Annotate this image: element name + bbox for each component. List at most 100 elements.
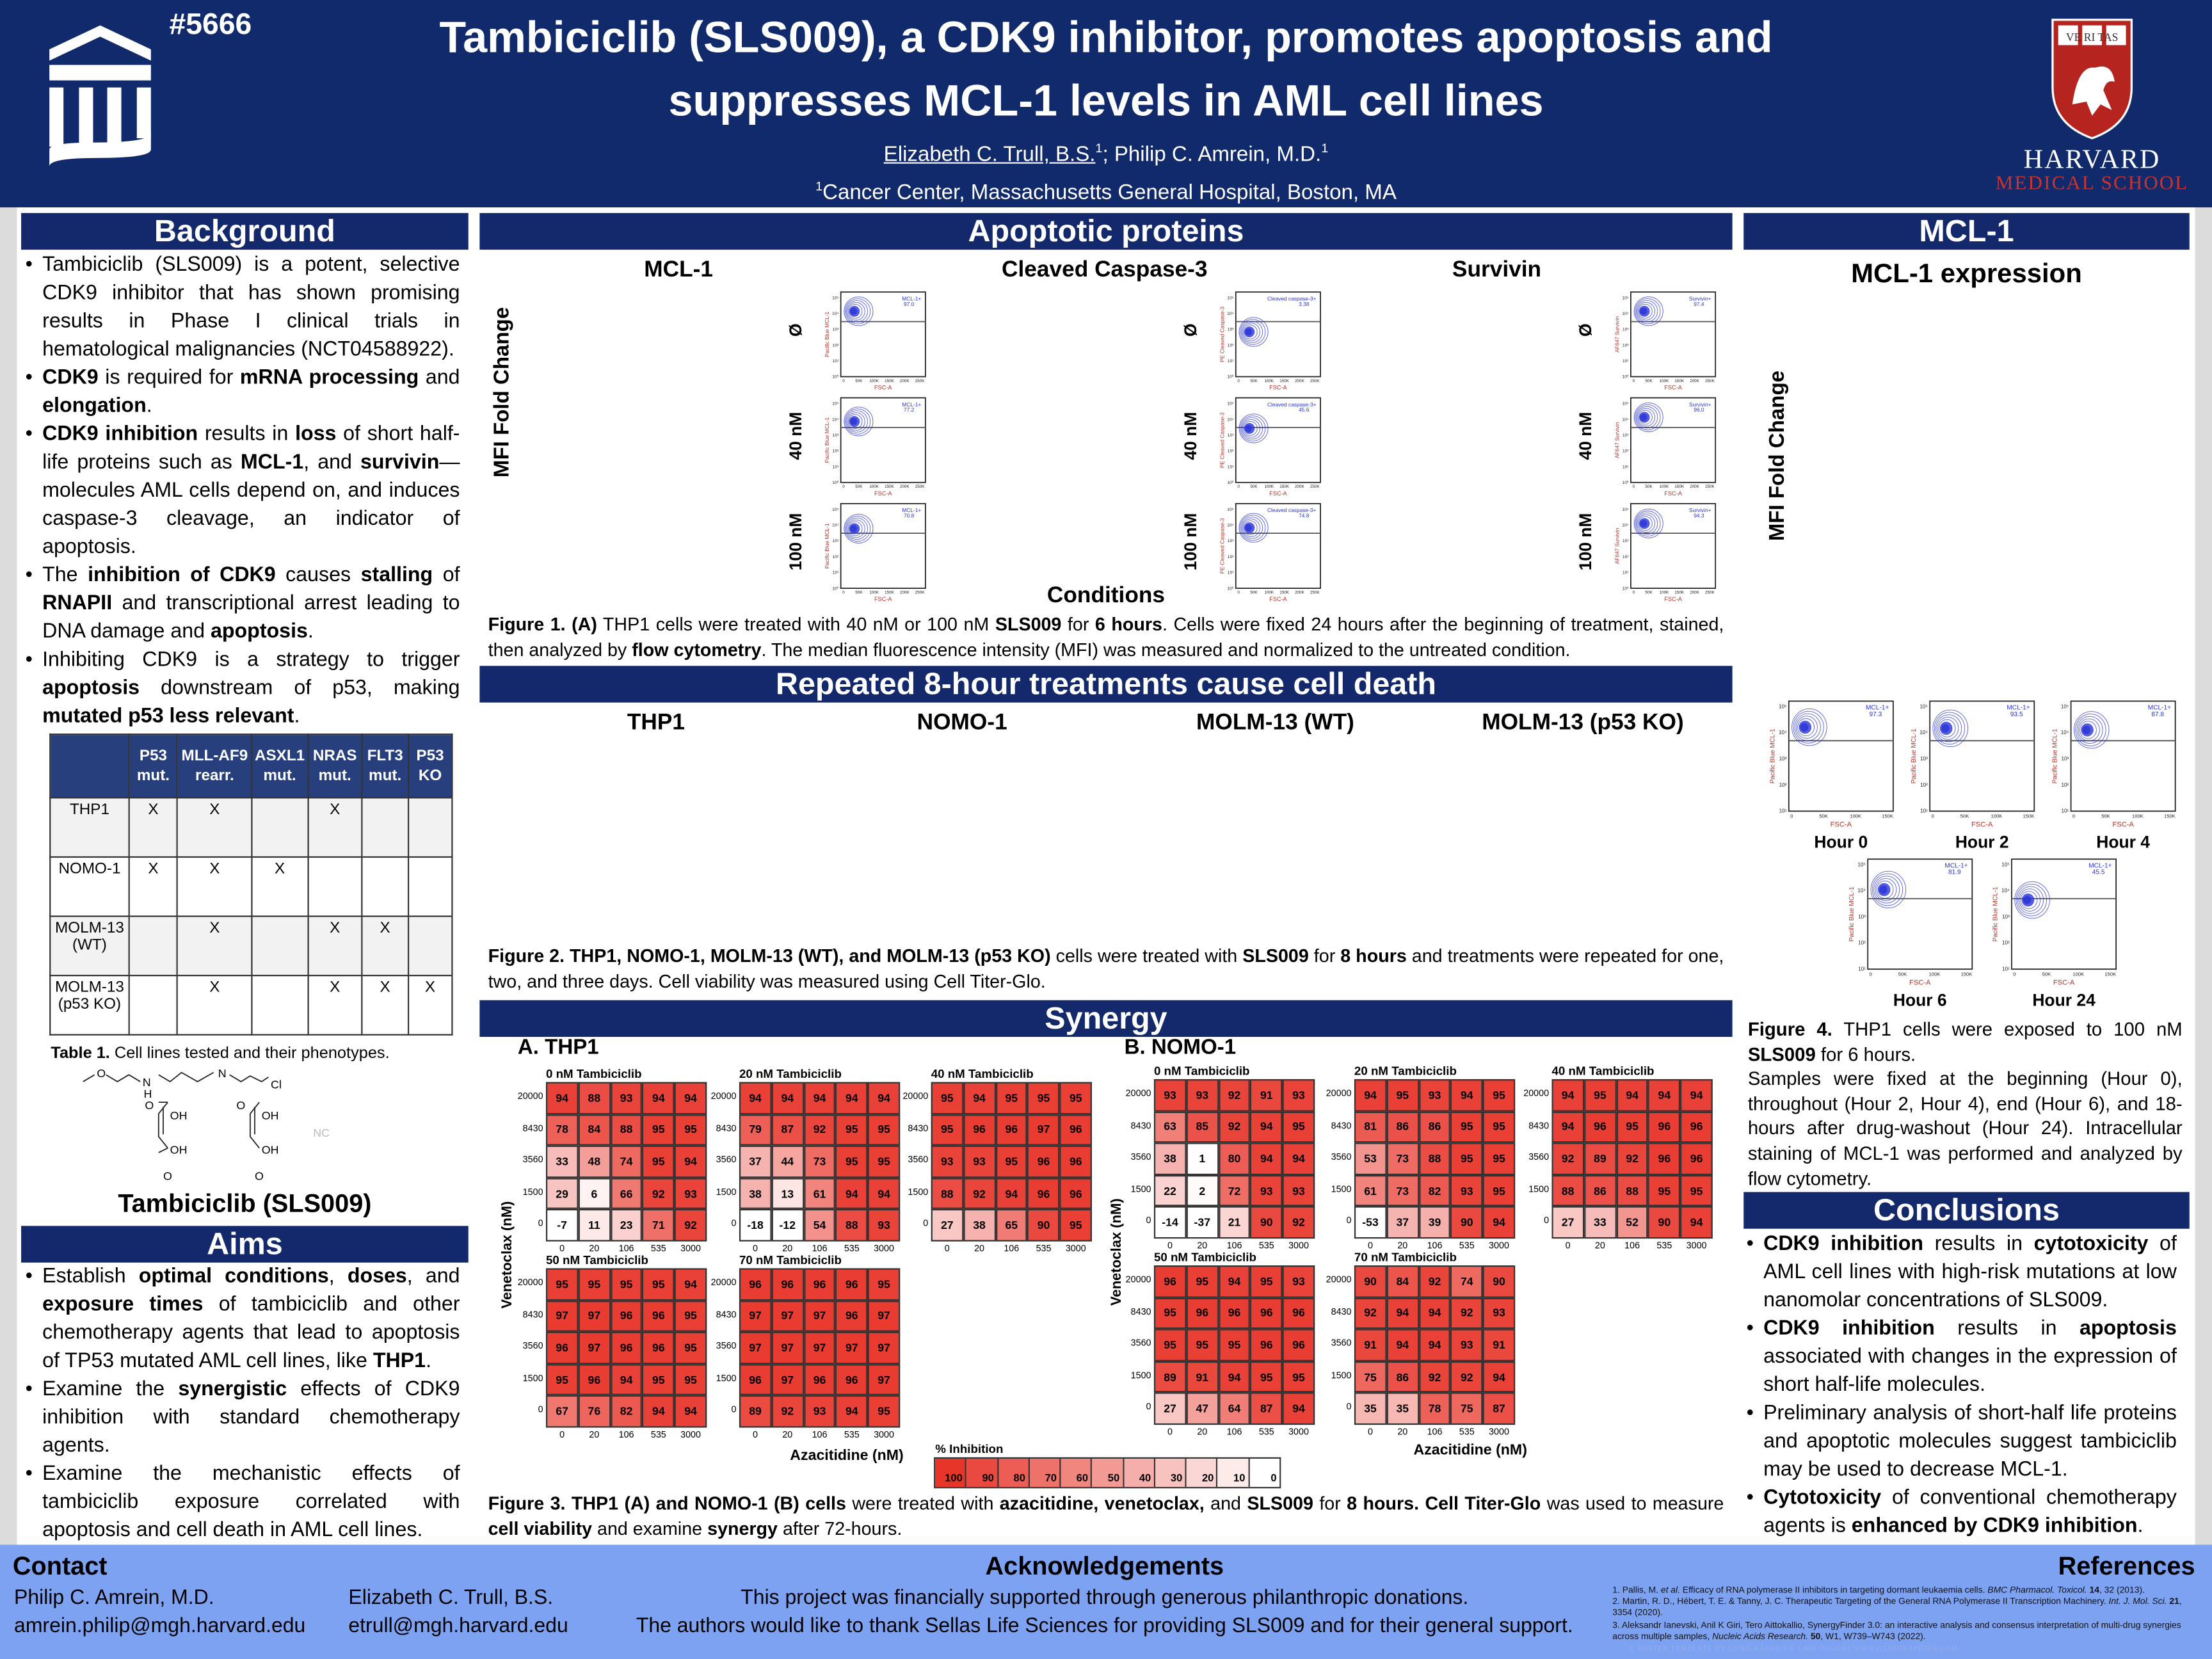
heatmap-cell: 92	[803, 1114, 836, 1146]
gate-percent: 3.38	[1299, 301, 1310, 307]
reference-item: 3. Aleksandr Ianevski, Anil K Giri, Tero…	[1612, 1621, 2191, 1644]
heatmap-y-tick: 0	[538, 1219, 543, 1230]
heatmap-cell: 61	[803, 1177, 836, 1210]
phenotype-table: P53 mut. MLL-AF9 rearr. ASXL1 mut. NRAS mut…	[49, 733, 453, 1036]
contour-cluster	[844, 406, 874, 437]
contact-email-link[interactable]: amrein.philip@mgh.harvard.edu	[14, 1614, 306, 1637]
x-tick: 200K	[1295, 590, 1304, 595]
y-tick: 10²	[1920, 782, 1928, 788]
heatmap-cell: 90	[1027, 1209, 1060, 1242]
heatmap-y-tick: 1500	[1331, 1184, 1352, 1195]
heatmap-y-tick: 8430	[522, 1123, 543, 1134]
heatmap-x-tick: 20	[589, 1430, 600, 1441]
heatmap-cell: 95	[1059, 1082, 1092, 1114]
heatmap-cell: 96	[610, 1300, 643, 1333]
heatmap-x-tick: 3000	[1489, 1241, 1509, 1252]
text-segment: SLS009	[1247, 1492, 1313, 1514]
heatmap-cell: 97	[867, 1300, 901, 1333]
heatmap-cell: 6	[578, 1177, 611, 1210]
flow-cytometry-plot: Cleaved caspase-3+45.6 10⁰ 10¹ 10² 10³ 10⁴ 10⁵…	[1219, 397, 1321, 497]
heatmap-cell: 82	[610, 1395, 643, 1428]
heatmap-x-tick: 3000	[680, 1430, 701, 1441]
heatmap-cell: 90	[1450, 1206, 1483, 1239]
legend-tick: 100	[945, 1471, 963, 1484]
col-header-molm13-ko: MOLM-13 (p53 KO)	[1482, 710, 1684, 735]
x-tick: 0	[1931, 813, 1934, 819]
text-segment: of	[433, 564, 460, 587]
heatmap-x-tick: 3000	[680, 1244, 701, 1254]
heatmap-x-tick: 106	[1427, 1241, 1443, 1252]
y-tick: 10⁴	[832, 417, 838, 422]
reference-item: 1. Pallis, M. et al. Efficacy of RNA pol…	[1612, 1585, 2191, 1597]
y-tick: 10⁴	[1622, 417, 1628, 422]
cell-line-name: NOMO-1	[49, 856, 130, 917]
x-axis-label: FSC-A	[2053, 979, 2075, 987]
phenotype-table-wrap: P53 mut. MLL-AF9 rearr. ASXL1 mut. NRAS mut…	[49, 733, 453, 1036]
heatmap-cell: -18	[739, 1209, 772, 1242]
harvard-shield-icon: VE RI TAS	[2051, 19, 2133, 140]
heatmap-cell: 95	[1282, 1361, 1315, 1393]
heatmap-x-tick: 0	[559, 1430, 565, 1441]
heatmap-x-tick: 3000	[1686, 1241, 1707, 1252]
heatmap-cell: 61	[1354, 1174, 1387, 1207]
heatmap-cell: 64	[1218, 1393, 1251, 1425]
harvard-logo: VE RI TAS HARVARD MEDICAL SCHOOL	[1986, 17, 2198, 196]
heatmap-cell: 93	[610, 1082, 643, 1114]
y-axis-label: Pacific Blue MCL-1	[1769, 728, 1776, 783]
gate-percent: 97.3	[1870, 711, 1882, 718]
heatmap-cell: 92	[1218, 1110, 1251, 1143]
text-segment: cytotoxicity	[2033, 1233, 2149, 1256]
x-tick: 0	[1237, 590, 1240, 595]
legend-tick: 10	[1233, 1471, 1246, 1484]
heatmap-x-tick: 3000	[874, 1244, 894, 1254]
heatmap-cell: 97	[771, 1363, 804, 1396]
x-tick: 50K	[1250, 485, 1258, 489]
heatmap-cell: 97	[545, 1300, 579, 1333]
atom-label: N	[143, 1076, 151, 1089]
heatmap-cell: -12	[771, 1209, 804, 1242]
text-segment: 8 hours	[1340, 945, 1407, 966]
heatmap-cell: 67	[545, 1395, 579, 1428]
mcl1-subheading: MCL-1 expression	[1851, 259, 2082, 289]
heatmap-cell: 97	[578, 1332, 611, 1364]
x-tick: 50K	[2042, 971, 2051, 977]
heatmap-cell: 73	[803, 1146, 836, 1178]
y-axis-label: AF647 Survivin	[1614, 527, 1620, 564]
heatmap-x-tick: 535	[1258, 1427, 1274, 1438]
col-header-caspase: Cleaved Caspase-3	[1002, 258, 1208, 282]
contact-2: Elizabeth C. Trull, B.S. etrull@mgh.harv…	[348, 1585, 568, 1640]
y-tick: 10³	[1779, 756, 1787, 762]
heatmap-panel-title: 70 nM Tambiciclib	[1354, 1249, 1457, 1264]
heatmap-cell: 87	[771, 1114, 804, 1146]
heatmap-cell: 96	[642, 1300, 675, 1333]
y-tick: 10¹	[833, 465, 839, 469]
fig4-y-axis-label: MFI Fold Change	[1765, 370, 1790, 541]
table-cell: X	[307, 797, 363, 858]
heatmap-cell: 95	[1282, 1110, 1315, 1143]
heatmap-x-axis-label-a: Azacitidine (nM)	[790, 1447, 904, 1464]
text-segment: 1. Pallis, M.	[1612, 1585, 1661, 1596]
x-tick: 250K	[1310, 379, 1320, 383]
y-tick: 10³	[833, 433, 839, 438]
heatmap-panel-title: 20 nM Tambiciclib	[1354, 1063, 1457, 1078]
contact-email-link[interactable]: etrull@mgh.harvard.edu	[348, 1614, 568, 1637]
heatmap-cell: 87	[1250, 1393, 1283, 1425]
heatmap-cell: 97	[1027, 1114, 1060, 1146]
heatmap-cell: 80	[1218, 1142, 1251, 1175]
legend-swatch: 80	[998, 1459, 1030, 1487]
atom-label: O	[255, 1170, 264, 1183]
text-segment: is required for	[98, 367, 240, 390]
table-header-cell	[49, 733, 130, 799]
x-tick: 50K	[855, 590, 863, 595]
col-header-mcl1: MCL-1	[644, 258, 714, 282]
y-tick: 10⁵	[1779, 703, 1786, 709]
heatmap-cell: 88	[1615, 1174, 1649, 1207]
y-tick: 10⁰	[1227, 586, 1233, 591]
heatmap-x-tick: 0	[1368, 1241, 1374, 1252]
flow-cytometry-plot: MCL-1+45.5 10¹ 10² 10³ 10⁴ 10⁵ 0 50K 100K 150K FSC…	[1992, 858, 2117, 987]
x-tick: 200K	[1690, 590, 1699, 595]
heatmap-panel-title: 20 nM Tambiciclib	[739, 1066, 842, 1081]
heatmap-cell: 94	[803, 1082, 836, 1114]
heatmap-cell: 52	[1615, 1206, 1649, 1239]
heatmap-x-tick: 20	[1594, 1241, 1605, 1252]
